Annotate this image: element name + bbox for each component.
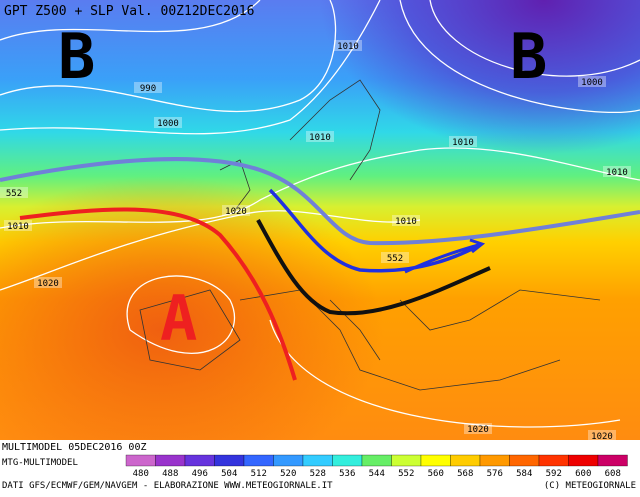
contour-label: 1000: [581, 78, 603, 88]
contour-label-bg: [334, 40, 362, 51]
colorbar-label: 560: [428, 469, 444, 479]
contour-label: 1010: [452, 138, 474, 148]
colorbar-label: 608: [605, 469, 621, 479]
colorbar-swatch: [538, 454, 569, 467]
colorbar-label: 488: [162, 469, 178, 479]
colorbar-swatch: [509, 454, 540, 467]
colorbar-label: 576: [487, 469, 503, 479]
contour-label-bg: [449, 136, 477, 147]
contour-label: 1010: [337, 42, 359, 52]
colorbar-label: 536: [339, 469, 355, 479]
colorbar-swatch: [420, 454, 451, 467]
contour-label: 552: [387, 254, 403, 264]
contour-label-bg: [392, 215, 420, 226]
contour-label: 1010: [606, 168, 628, 178]
colorbar-swatch: [361, 454, 392, 467]
colorbar-swatch: [597, 454, 628, 467]
colorbar-label: 528: [310, 469, 326, 479]
contour-label: 1000: [157, 119, 179, 129]
colorbar-label: 592: [546, 469, 562, 479]
sources-label: DATI GFS/ECMWF/GEM/NAVGEM - ELABORAZIONE…: [2, 481, 333, 491]
contour-label: 1010: [7, 222, 29, 232]
colorbar-label: 584: [516, 469, 532, 479]
colorbar-swatch: [391, 454, 422, 467]
colorbar-swatch: [273, 454, 304, 467]
trough-axis: [256, 219, 491, 316]
pressure-centre: B: [510, 20, 547, 93]
contour-label-bg: [603, 166, 631, 177]
model-label: MTG-MULTIMODEL: [2, 458, 78, 468]
footer-bg: [0, 440, 640, 493]
contour-label-bg: [154, 117, 182, 128]
pressure-centre: B: [58, 20, 95, 93]
colorbar-swatch: [184, 454, 215, 467]
contour-label: 1020: [37, 279, 59, 289]
contour-label: 1010: [309, 133, 331, 143]
contour-label-bg: [34, 277, 62, 288]
colorbar-label: 496: [192, 469, 208, 479]
contour-label: 1010: [395, 217, 417, 227]
contour-label-bg: [588, 430, 616, 441]
contour-label-bg: [222, 205, 250, 216]
colorbar-swatch: [332, 454, 363, 467]
jet-arrow-head: [404, 238, 486, 274]
colorbar-swatch: [214, 454, 245, 467]
colorbar-label: 568: [457, 469, 473, 479]
colorbar-swatch: [302, 454, 333, 467]
pressure-centre: A: [160, 282, 197, 355]
isobars: [0, 0, 640, 427]
jet-arrow: [268, 188, 481, 273]
contour-label-bg: [464, 423, 492, 434]
ridge-axis: [19, 207, 297, 381]
colorbar-label: 552: [398, 469, 414, 479]
contour-label: 1020: [467, 425, 489, 435]
colorbar-swatch: [479, 454, 510, 467]
colorbar-swatch: [243, 454, 274, 467]
z500-552-line: [0, 157, 640, 246]
colorbar-swatch: [125, 454, 156, 467]
contour-label-bg: [306, 131, 334, 142]
colorbar-swatch: [155, 454, 186, 467]
colorbar-label: 480: [133, 469, 149, 479]
colorbar-label: 512: [251, 469, 267, 479]
contour-label-bg: [0, 187, 28, 198]
colorbar-label: 544: [369, 469, 385, 479]
contour-label: 1020: [225, 207, 247, 217]
colorbar-label: 520: [280, 469, 296, 479]
contour-label: 1020: [591, 432, 613, 442]
contour-label-bg: [578, 76, 606, 87]
contour-label-bg: [134, 82, 162, 93]
colorbar-swatch: [568, 454, 599, 467]
colorbar-label: 600: [575, 469, 591, 479]
run-label: MULTIMODEL 05DEC2016 00Z: [2, 442, 147, 453]
contour-label: 552: [6, 189, 22, 199]
colorbar-swatch: [450, 454, 481, 467]
title: GPT Z500 + SLP Val. 00Z12DEC2016: [4, 4, 254, 19]
contour-label-bg: [4, 220, 32, 231]
copyright-label: (C) METEOGIORNALE: [544, 481, 636, 491]
contour-label: 990: [140, 84, 156, 94]
contour-label-bg: [381, 252, 409, 263]
colorbar-label: 504: [221, 469, 237, 479]
